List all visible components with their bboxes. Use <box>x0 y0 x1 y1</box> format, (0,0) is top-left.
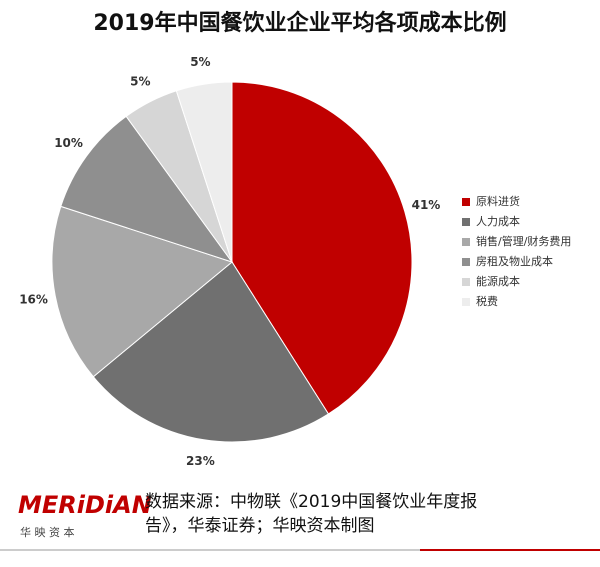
pie-slice <box>51 205 234 378</box>
legend-label: 房租及物业成本 <box>476 254 553 268</box>
pie: 41% 23% 16% 10% 5% 5% <box>19 55 440 468</box>
legend-label: 人力成本 <box>476 214 520 228</box>
legend-label: 原料进货 <box>476 194 520 208</box>
legend-swatch <box>462 218 470 226</box>
source-line: 数据来源：中物联《2019中国餐饮业年度报 <box>145 492 477 512</box>
chart-title: 2019年中国餐饮业企业平均各项成本比例 <box>93 10 506 36</box>
data-label: 23% <box>186 454 215 468</box>
legend-swatch <box>462 238 470 246</box>
logo-subtitle: 华 映 资 本 <box>20 525 75 539</box>
data-label: 5% <box>130 75 150 89</box>
source-line: 告》，华泰证券；华映资本制图 <box>145 516 375 536</box>
data-label: 41% <box>412 198 441 212</box>
logo: MERiDiAN <box>18 491 152 519</box>
pie-slice <box>60 115 234 263</box>
legend-label: 税费 <box>476 294 498 308</box>
pie-slice <box>92 261 330 443</box>
legend-swatch <box>462 298 470 306</box>
data-label: 5% <box>190 55 210 69</box>
legend-swatch <box>462 258 470 266</box>
pie-slice <box>231 81 413 415</box>
data-label: 10% <box>54 136 83 150</box>
pie-slice <box>175 81 233 263</box>
legend-swatch <box>462 278 470 286</box>
legend-label: 销售/管理/财务费用 <box>476 234 571 248</box>
legend-swatch <box>462 198 470 206</box>
legend-label: 能源成本 <box>476 274 520 288</box>
data-label: 16% <box>19 292 48 306</box>
